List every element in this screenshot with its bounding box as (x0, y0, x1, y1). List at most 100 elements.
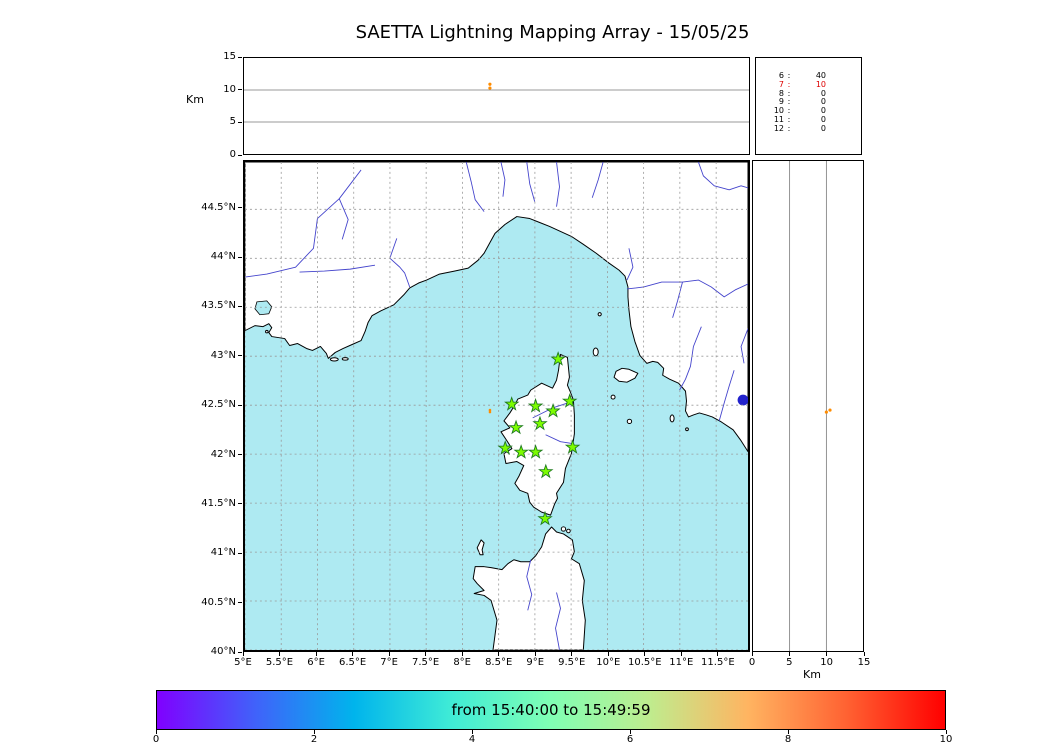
altitude-tick-label: 10 (223, 83, 236, 95)
axis-tick (279, 652, 281, 656)
lightning-source-point (488, 410, 492, 414)
river-durance-branch (338, 198, 349, 240)
altitude-tick-label: 15 (223, 51, 236, 62)
island-pianosa (610, 394, 616, 400)
sardinia-island (472, 526, 586, 650)
station-count-row: 12: 0 (762, 123, 861, 134)
axis-tick (471, 730, 473, 734)
river-ombrone (679, 326, 702, 391)
river-trebbia (556, 162, 560, 207)
river-verdon (299, 264, 376, 273)
colorbar-tick-label: 2 (310, 734, 318, 745)
station-count-key: 9 (778, 97, 784, 107)
island-asinara (476, 539, 485, 556)
lon-tick-label: 10.5°E (628, 657, 662, 668)
lma-stations (497, 351, 581, 526)
lma-station-star (532, 415, 548, 431)
lat-tick-label: 40.5°N (201, 596, 236, 608)
axis-tick (629, 730, 631, 734)
separator: : (787, 106, 791, 116)
river-paglia (740, 328, 748, 364)
lightning-sources-altitude-lon (488, 82, 492, 90)
km-tick-label: 0 (748, 657, 756, 668)
altitude-longitude-plot (244, 82, 749, 123)
axis-tick (237, 207, 242, 209)
lon-tick-label: 6.5°E (338, 657, 367, 668)
rivers (245, 162, 748, 650)
lma-station-star (550, 351, 566, 366)
station-count-row: 6: 40 (762, 71, 861, 81)
axis-tick (534, 652, 536, 656)
lightning-source-point (828, 408, 832, 412)
lat-tick-label: 40°N (210, 646, 236, 657)
lightning-sources-altitude-lat (824, 408, 832, 414)
lma-station-star (538, 463, 554, 479)
altitude-axis-unit-label: Km (186, 93, 204, 106)
axis-tick (237, 651, 242, 653)
mainland-coast (245, 162, 748, 453)
station-count-key: 6 (778, 71, 784, 80)
lightning-source-point (824, 410, 828, 414)
axis-tick (237, 256, 242, 258)
lma-station-star (537, 510, 553, 526)
station-count-table: 6:40 7:10 8:0 9:0 10:0 11:0 12:0 (762, 71, 861, 134)
colorbar-tick-label: 8 (784, 734, 792, 745)
lon-tick-label: 11°E (669, 657, 694, 668)
altitude-latitude-plot (789, 161, 832, 651)
lat-tick-label: 42°N (210, 448, 236, 460)
island-capraia (592, 347, 599, 357)
etang-de-berre (254, 300, 273, 316)
river-tanaro (465, 162, 485, 212)
km-tick-label: 5 (786, 657, 793, 668)
island-frioul (265, 329, 269, 334)
river-sieve (697, 162, 748, 191)
source-count-value: 40 (815, 71, 826, 80)
station-count-row: 8: 0 (762, 88, 861, 99)
lat-tick-label: 42.5°N (201, 399, 236, 411)
river-fiora (718, 370, 735, 421)
station-count-row: 7: 10 (762, 79, 861, 90)
island-montecristo (626, 418, 633, 425)
altitude-gridlines (244, 89, 749, 123)
island-caprera (566, 528, 571, 534)
separator: : (787, 114, 791, 124)
axis-tick (788, 652, 790, 656)
lon-tick-label: 5.5°E (265, 657, 294, 668)
lon-tick-label: 5°E (234, 657, 252, 668)
source-count-value: 10 (815, 79, 826, 89)
island-maddalena (560, 526, 567, 532)
source-count-value: 0 (820, 123, 826, 133)
lon-tick-label: 11.5°E (701, 657, 735, 668)
colorbar-tick-label: 0 (152, 734, 160, 745)
axis-tick (425, 652, 427, 656)
lat-tick-label: 43°N (210, 349, 236, 361)
island-elba (613, 367, 639, 383)
station-count-row: 10: 0 (762, 106, 861, 116)
lat-tick-label: 44°N (210, 251, 236, 263)
axis-tick (237, 552, 242, 554)
island-porquerolles (329, 357, 339, 362)
axis-tick (863, 652, 865, 656)
km-tick-label: 15 (857, 657, 871, 668)
axis-tick (237, 305, 242, 307)
axis-tick (242, 652, 244, 656)
colorbar-tick-label: 4 (468, 734, 476, 745)
lightning-sources-map (488, 408, 492, 414)
map-gridlines (245, 162, 748, 650)
station-count-key: 8 (778, 88, 784, 98)
island-port-cros (341, 357, 349, 361)
colorbar-tick-label: 6 (626, 734, 634, 745)
axis-tick (237, 56, 242, 58)
lakes (737, 394, 748, 406)
river-arno (626, 279, 748, 298)
lma-station-star (561, 393, 578, 408)
axis-tick (717, 652, 719, 656)
axis-tick (751, 652, 753, 656)
colorbar-label: from 15:40:00 to 15:49:59 (451, 701, 651, 719)
lightning-source-point (488, 82, 492, 86)
separator: : (787, 123, 791, 133)
axis-tick (315, 652, 317, 656)
river-taro (591, 162, 604, 198)
axis-tick (571, 652, 573, 656)
right-km-axis-label: Km (803, 668, 821, 681)
